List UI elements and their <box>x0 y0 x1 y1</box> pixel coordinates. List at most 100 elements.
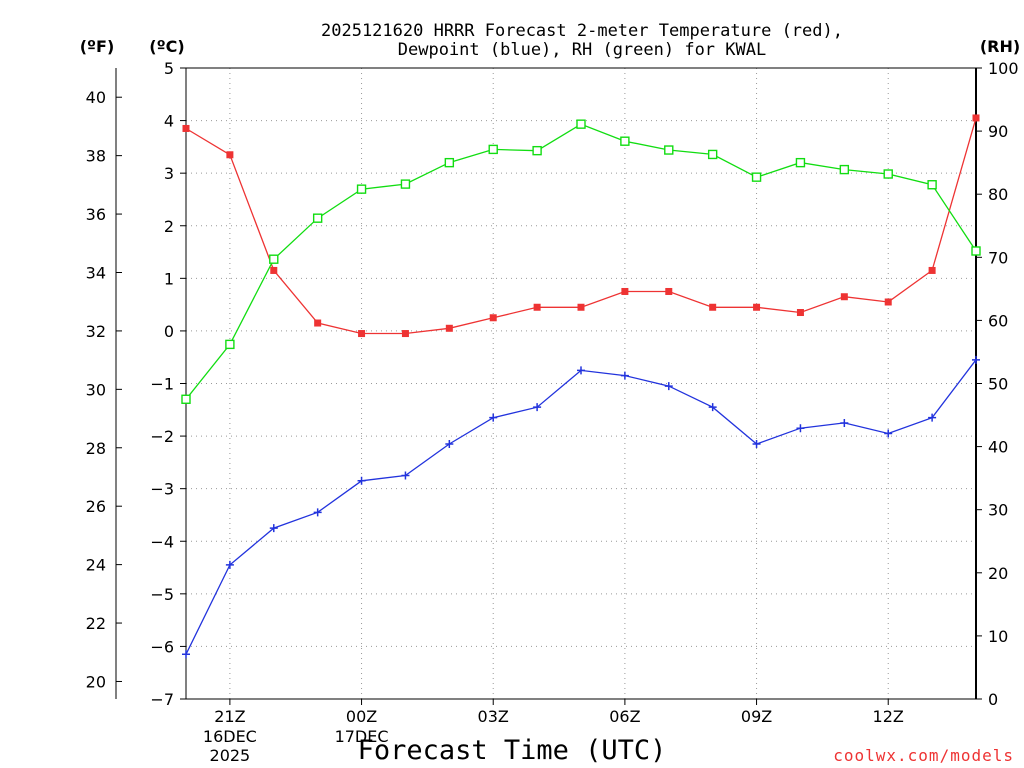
rh-tick-label: 40 <box>988 438 1008 457</box>
rh-point <box>971 246 981 256</box>
rh-point <box>488 144 498 155</box>
rh-tick-label: 30 <box>988 501 1008 520</box>
temperature-point <box>753 303 761 311</box>
dewpoint-point <box>269 524 278 533</box>
celsius-tick-label: −2 <box>150 427 174 446</box>
dewpoint-point <box>664 382 673 391</box>
temperature-point <box>358 330 366 338</box>
x-tick-label: 00Z <box>346 707 377 726</box>
dewpoint-point <box>445 439 454 448</box>
temperature-point <box>533 303 541 311</box>
temperature-point <box>445 324 453 332</box>
rh-tick-label: 80 <box>988 185 1008 204</box>
fahrenheit-tick-label: 32 <box>86 322 106 341</box>
temperature-point <box>796 309 804 317</box>
rh-tick-label: 70 <box>988 248 1008 267</box>
dewpoint-point <box>796 424 805 433</box>
fahrenheit-tick-label: 38 <box>86 147 106 166</box>
dewpoint-point <box>884 429 893 438</box>
celsius-tick-label: −3 <box>150 480 174 499</box>
temperature-point <box>401 330 409 338</box>
rh-tick-label: 50 <box>988 375 1008 394</box>
temperature-point <box>709 303 717 311</box>
rh-point <box>269 254 279 264</box>
dewpoint-point <box>972 355 980 364</box>
x-tick-label: 12Z <box>873 707 904 726</box>
fahrenheit-tick-label: 34 <box>86 263 106 282</box>
credit-text: coolwx.com/models <box>833 746 1014 765</box>
rh-tick-label: 0 <box>988 690 998 709</box>
temperature-point <box>972 114 980 122</box>
dewpoint-point <box>313 508 322 517</box>
rh-point <box>312 213 323 223</box>
dewpoint-point <box>928 413 937 422</box>
x-date-label: 2025 <box>210 746 251 765</box>
x-tick-label: 06Z <box>609 707 640 726</box>
dewpoint-point <box>708 403 717 412</box>
rh-point <box>795 157 806 168</box>
x-date-label: 17DEC <box>335 727 389 746</box>
rh-tick-label: 10 <box>988 627 1008 646</box>
rh-tick-label: 60 <box>988 311 1008 330</box>
dewpoint-point <box>620 371 629 380</box>
x-tick-label: 03Z <box>478 707 509 726</box>
celsius-axis-unit: (ºC) <box>149 37 184 56</box>
celsius-tick-label: 3 <box>164 164 174 183</box>
rh-point <box>356 184 367 194</box>
rh-tick-label: 20 <box>988 564 1008 583</box>
celsius-tick-label: 2 <box>164 217 174 236</box>
fahrenheit-tick-label: 30 <box>86 380 106 399</box>
rh-point <box>576 119 586 129</box>
dewpoint-line <box>185 359 977 655</box>
celsius-tick-label: −1 <box>150 375 174 394</box>
fahrenheit-axis-unit: (ºF) <box>80 37 115 56</box>
rh-point <box>444 157 455 168</box>
fahrenheit-tick-label: 22 <box>86 614 106 633</box>
dewpoint-point <box>840 418 849 427</box>
temperature-point <box>621 287 629 295</box>
rh-point <box>839 164 850 175</box>
temperature-point <box>270 266 278 274</box>
x-tick-label: 21Z <box>214 707 245 726</box>
axes: 543210−1−2−3−4−5−6−740383634323028262422… <box>86 59 1019 765</box>
rh-point <box>225 339 235 350</box>
rh-point <box>532 145 542 156</box>
celsius-tick-label: −5 <box>150 585 174 604</box>
grid-lines <box>186 68 976 699</box>
temperature-point <box>928 266 936 274</box>
rh-point <box>400 179 411 189</box>
dewpoint-point <box>401 471 410 480</box>
dewpoint-point <box>752 439 761 448</box>
dewpoint-point <box>225 560 234 569</box>
rh-point <box>620 136 630 146</box>
temperature-point <box>577 303 585 311</box>
celsius-tick-label: −4 <box>150 532 174 551</box>
x-axis-label: Forecast Time (UTC) <box>358 735 667 766</box>
rh-tick-label: 100 <box>988 59 1019 78</box>
rh-point <box>883 169 893 179</box>
temperature-point <box>314 319 322 327</box>
dewpoint-point <box>182 650 190 659</box>
rh-point <box>181 394 191 404</box>
temperature-point <box>226 151 234 159</box>
rh-point <box>751 172 762 182</box>
x-date-label: 16DEC <box>203 727 257 746</box>
celsius-tick-label: 4 <box>164 112 174 131</box>
fahrenheit-tick-label: 26 <box>86 497 106 516</box>
celsius-tick-label: 5 <box>164 59 174 78</box>
fahrenheit-tick-label: 40 <box>86 88 106 107</box>
dewpoint-point <box>357 476 366 485</box>
rh-tick-label: 90 <box>988 122 1008 141</box>
data-series <box>181 114 981 659</box>
celsius-tick-label: −7 <box>150 690 174 709</box>
chart-title-line-1: 2025121620 HRRR Forecast 2-meter Tempera… <box>321 21 843 41</box>
celsius-tick-label: 1 <box>164 269 174 288</box>
dewpoint-point <box>533 403 542 412</box>
x-tick-label: 09Z <box>741 707 772 726</box>
chart-title-line-2: Dewpoint (blue), RH (green) for KWAL <box>398 40 766 60</box>
dewpoint-point <box>489 413 498 422</box>
rh-axis-unit: (RH) <box>980 37 1020 56</box>
fahrenheit-tick-label: 24 <box>86 556 106 575</box>
rh-point <box>707 149 718 160</box>
